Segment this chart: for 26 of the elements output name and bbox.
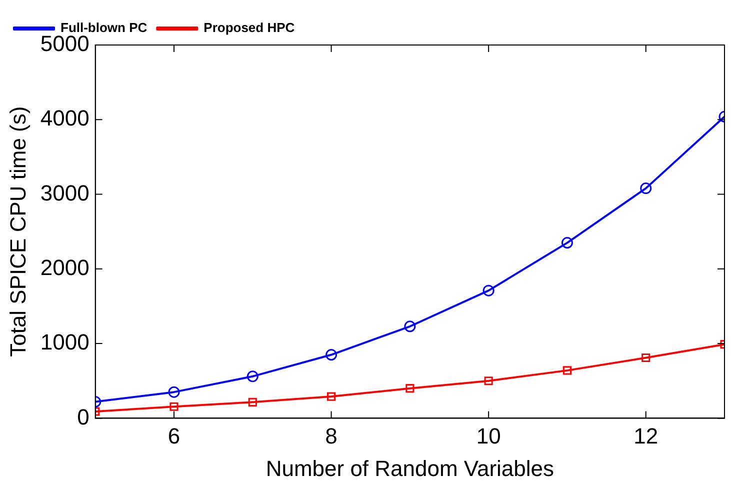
point [406,384,414,393]
point [248,398,257,406]
y-tick-label: 4000 [40,106,90,131]
point [246,370,258,382]
point [640,182,652,194]
point [482,284,494,296]
y-axis-title: Total SPICE CPU time (s) [5,106,30,357]
x-tick-label: 6 [168,423,180,448]
legend-label: Proposed HPC [204,20,296,36]
x-axis-title: Number of Random Variables [266,456,554,481]
point [642,353,650,362]
x-tick-label: 10 [476,423,501,448]
point [326,349,338,361]
y-tick-label: 1000 [40,330,90,355]
point [561,237,573,249]
x-tick-label: 12 [634,423,658,448]
point [170,402,178,411]
point [168,386,180,398]
point [484,376,493,386]
y-tick-label: 0 [77,404,90,430]
point [562,366,572,375]
x-tick-label: 8 [325,423,338,448]
point [326,392,336,401]
y-tick-label: 2000 [40,254,90,280]
point [404,320,416,332]
y-tick-label: 3000 [40,180,90,206]
